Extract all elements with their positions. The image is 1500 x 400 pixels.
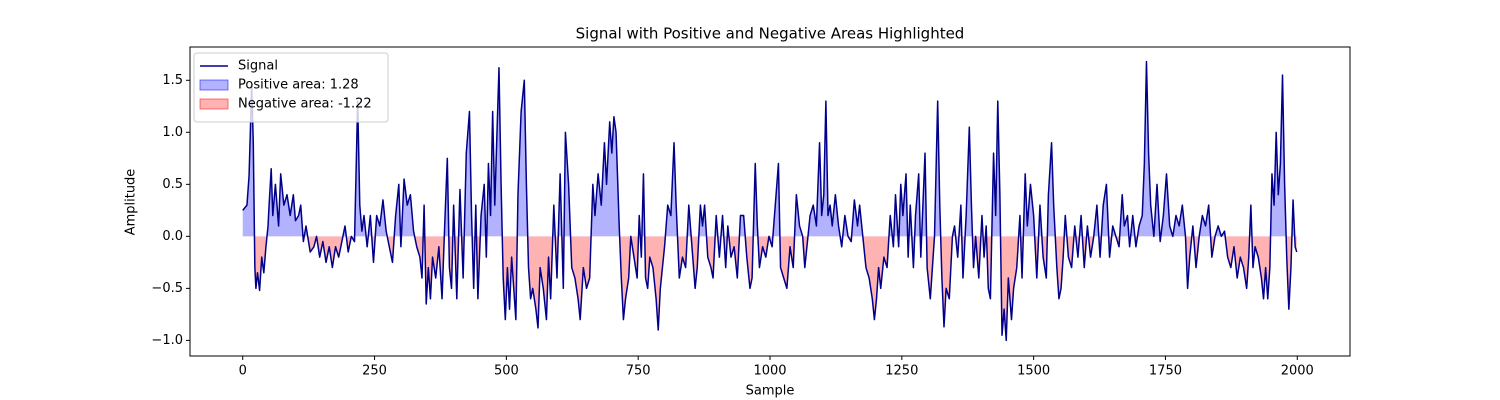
legend-swatch <box>199 98 229 110</box>
legend-box <box>193 52 389 123</box>
x-tick-label: 1250 <box>885 364 918 379</box>
area-fill <box>242 61 1295 237</box>
x-tick-label: 2000 <box>1281 364 1314 379</box>
x-tick-label: 750 <box>626 364 651 379</box>
x-tick-label: 500 <box>494 364 519 379</box>
area-fill <box>242 236 1297 341</box>
x-axis-label: Sample <box>746 384 795 399</box>
x-tick-label: 1500 <box>1017 364 1050 379</box>
y-tick-label: 0.5 <box>162 177 183 192</box>
y-axis-label: Amplitude <box>124 169 139 236</box>
x-tick-label: 0 <box>239 364 247 379</box>
legend-swatch <box>199 79 229 91</box>
legend-label: Positive area: 1.28 <box>238 78 359 93</box>
y-tick-label: 0.0 <box>162 229 183 244</box>
y-tick-label: 1.0 <box>162 125 183 140</box>
chart-title: Signal with Positive and Negative Areas … <box>576 25 965 43</box>
y-tick-label: −0.5 <box>151 281 183 296</box>
y-tick-label: 1.5 <box>162 73 183 88</box>
x-tick-label: 1750 <box>1149 364 1182 379</box>
legend-label: Negative area: -1.22 <box>238 97 372 112</box>
plot-frame <box>189 46 1351 357</box>
legend-label: Signal <box>238 59 278 74</box>
y-tick-label: −1.0 <box>151 333 183 348</box>
x-tick-label: 1000 <box>753 364 786 379</box>
signal-line <box>242 60 1298 342</box>
x-tick-label: 250 <box>362 364 387 379</box>
